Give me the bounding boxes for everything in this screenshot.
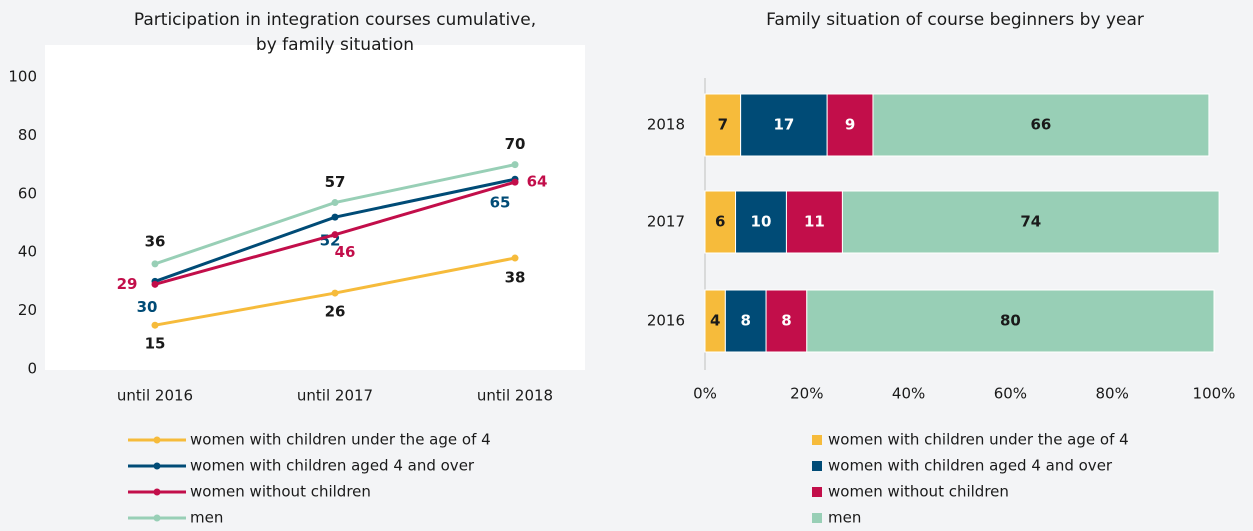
x-tick-label: 60% [994,385,1027,403]
point [511,254,519,262]
bar-segment [765,289,808,353]
data-label: 9 [845,116,855,134]
legend-swatch [812,461,822,471]
data-label: 6 [715,213,725,231]
bar-segment [826,93,874,157]
data-label: 11 [804,213,825,231]
data-label: 17 [773,116,794,134]
bar-segment [841,190,1220,254]
legend-label: men [190,509,223,527]
x-tick-label: 20% [790,385,823,403]
bar-segment [785,190,843,254]
data-label: 15 [145,335,166,353]
chart-title: by family situation [256,35,414,55]
bar-segment [806,289,1215,353]
data-label: 46 [335,243,356,261]
x-tick-label: 0% [693,385,717,403]
data-label: 10 [751,213,772,231]
point [331,289,339,297]
y-tick-label: 0 [27,360,37,378]
data-label: 70 [505,135,526,153]
legend-label: men [828,509,861,527]
legend-swatch [812,435,822,445]
data-label: 29 [117,275,138,293]
bar-segment [735,190,787,254]
x-tick-label: until 2018 [477,387,553,405]
legend-swatch [153,436,161,444]
x-tick-label: 40% [892,385,925,403]
point [331,199,339,207]
data-label: 7 [718,116,728,134]
y-tick-label: 80 [18,126,37,144]
data-label: 57 [325,173,346,191]
legend-swatch [153,462,161,470]
y-tick-label: 60 [18,184,37,202]
legend-label: women with children aged 4 and over [828,457,1113,475]
data-label: 36 [145,232,166,250]
data-label: 64 [527,173,548,191]
legend-label: women without children [190,483,371,501]
data-label: 80 [1000,312,1021,330]
point [151,321,159,329]
y-tick-label: 2017 [647,213,685,231]
data-label: 74 [1020,213,1041,231]
data-label: 30 [137,298,158,316]
data-label: 26 [325,303,346,321]
x-tick-label: 100% [1193,385,1236,403]
point [331,231,339,239]
plot-area [45,45,585,370]
point [511,178,519,186]
legend-label: women with children under the age of 4 [190,431,491,449]
y-tick-label: 2016 [647,312,685,330]
data-label: 8 [781,312,791,330]
bar-segment [704,93,742,157]
x-tick-label: 80% [1096,385,1129,403]
data-label: 8 [741,312,751,330]
legend-swatch [812,487,822,497]
legend-label: women with children under the age of 4 [828,431,1129,449]
y-tick-label: 2018 [647,116,685,134]
point [331,213,339,221]
chart-title: Family situation of course beginners by … [766,10,1144,30]
x-tick-label: until 2017 [297,387,373,405]
y-tick-label: 40 [18,243,37,261]
point [151,260,159,268]
data-label: 38 [505,269,526,287]
bar-segment [872,93,1210,157]
legend-label: women without children [828,483,1009,501]
legend-label: women with children aged 4 and over [190,457,475,475]
legend-swatch [153,488,161,496]
data-label: 4 [710,312,720,330]
y-tick-label: 100 [8,68,37,86]
chart-title: Participation in integration courses cum… [134,10,536,30]
legend-swatch [812,513,822,523]
legend-swatch [153,514,161,522]
data-label: 65 [490,194,511,212]
y-tick-label: 20 [18,301,37,319]
x-tick-label: until 2016 [117,387,193,405]
point [511,161,519,169]
point [151,280,159,288]
bar-segment [740,93,828,157]
data-label: 66 [1031,116,1052,134]
